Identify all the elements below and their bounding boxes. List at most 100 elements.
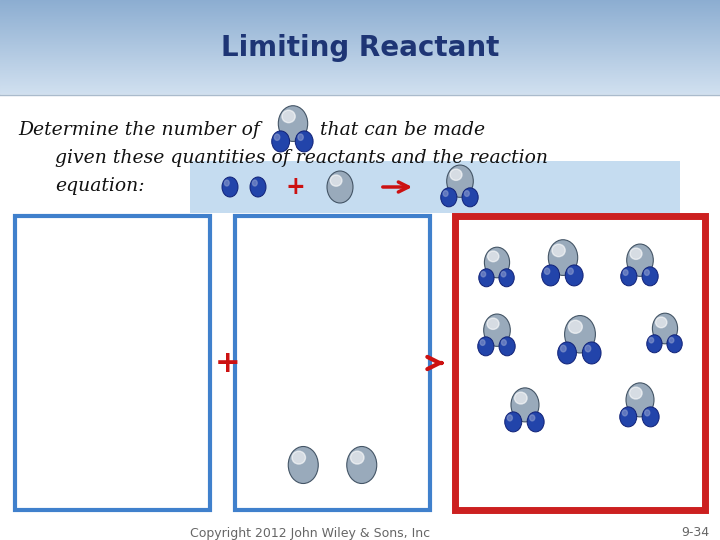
Ellipse shape [649,338,654,343]
Bar [0,32,720,33]
Bar [0,88,720,89]
Bar [0,47,720,48]
Ellipse shape [347,447,377,483]
Bar [0,63,720,64]
Bar [0,27,720,28]
Ellipse shape [288,447,318,483]
Ellipse shape [642,407,659,427]
Ellipse shape [565,265,583,286]
Ellipse shape [505,412,522,432]
Ellipse shape [568,268,573,274]
Ellipse shape [642,267,658,286]
Ellipse shape [253,180,257,186]
Bar [0,50,720,51]
Bar [0,22,720,23]
Ellipse shape [485,247,510,278]
Ellipse shape [295,131,313,152]
Bar [0,92,720,93]
Ellipse shape [622,410,627,416]
Ellipse shape [541,265,559,286]
Ellipse shape [327,171,353,203]
Bar [0,20,720,21]
Bar [0,21,720,22]
Bar [0,93,720,94]
Text: Determine the number of: Determine the number of [18,121,260,139]
Bar [0,37,720,38]
Ellipse shape [569,320,582,333]
Ellipse shape [351,451,364,464]
Ellipse shape [582,342,601,364]
Bar [0,73,720,74]
Bar [0,66,720,67]
Bar [0,23,720,24]
Ellipse shape [630,248,642,259]
Bar [0,89,720,90]
Bar [0,40,720,41]
Text: Limiting Reactant: Limiting Reactant [221,33,499,62]
Ellipse shape [446,165,473,197]
Ellipse shape [487,318,499,329]
Bar [0,57,720,58]
Bar [0,65,720,66]
Bar [0,8,720,9]
Bar [0,18,720,19]
Ellipse shape [629,387,642,399]
Ellipse shape [298,134,303,140]
Ellipse shape [644,269,649,275]
Ellipse shape [487,251,499,262]
Bar [0,68,720,69]
Bar [0,43,720,44]
Ellipse shape [621,267,637,286]
Bar [0,33,720,34]
Bar [0,95,720,540]
Ellipse shape [511,388,539,422]
Bar [0,16,720,17]
Ellipse shape [462,188,478,207]
Ellipse shape [480,340,485,346]
Bar [455,216,705,510]
Bar [0,75,720,76]
Bar [0,67,720,68]
Ellipse shape [292,451,305,464]
Bar [0,38,720,39]
Ellipse shape [626,244,653,276]
Bar [0,46,720,47]
Bar [0,87,720,88]
Bar [0,72,720,73]
Bar [0,3,720,4]
Bar [0,26,720,27]
Bar [0,81,720,82]
Ellipse shape [515,392,527,404]
Ellipse shape [478,337,494,356]
Bar [0,70,720,71]
Bar [0,77,720,78]
Ellipse shape [274,134,280,140]
Bar [0,41,720,42]
Bar [0,69,720,70]
Bar [0,9,720,10]
Bar [0,76,720,77]
Ellipse shape [271,131,289,152]
Ellipse shape [501,272,506,277]
Bar [0,10,720,11]
Ellipse shape [441,188,457,207]
Bar [0,42,720,43]
Bar [0,4,720,5]
Bar [0,36,720,37]
Ellipse shape [499,337,516,356]
Ellipse shape [464,191,469,197]
Bar [0,0,720,1]
Bar [0,17,720,18]
Bar [0,13,720,14]
Ellipse shape [544,268,550,274]
Bar [0,94,720,95]
Bar [0,14,720,15]
Ellipse shape [585,345,591,352]
Bar [0,62,720,63]
Bar [0,29,720,30]
Bar [0,15,720,16]
Ellipse shape [501,340,506,346]
Bar [0,7,720,8]
Bar [0,91,720,92]
Bar [0,64,720,65]
